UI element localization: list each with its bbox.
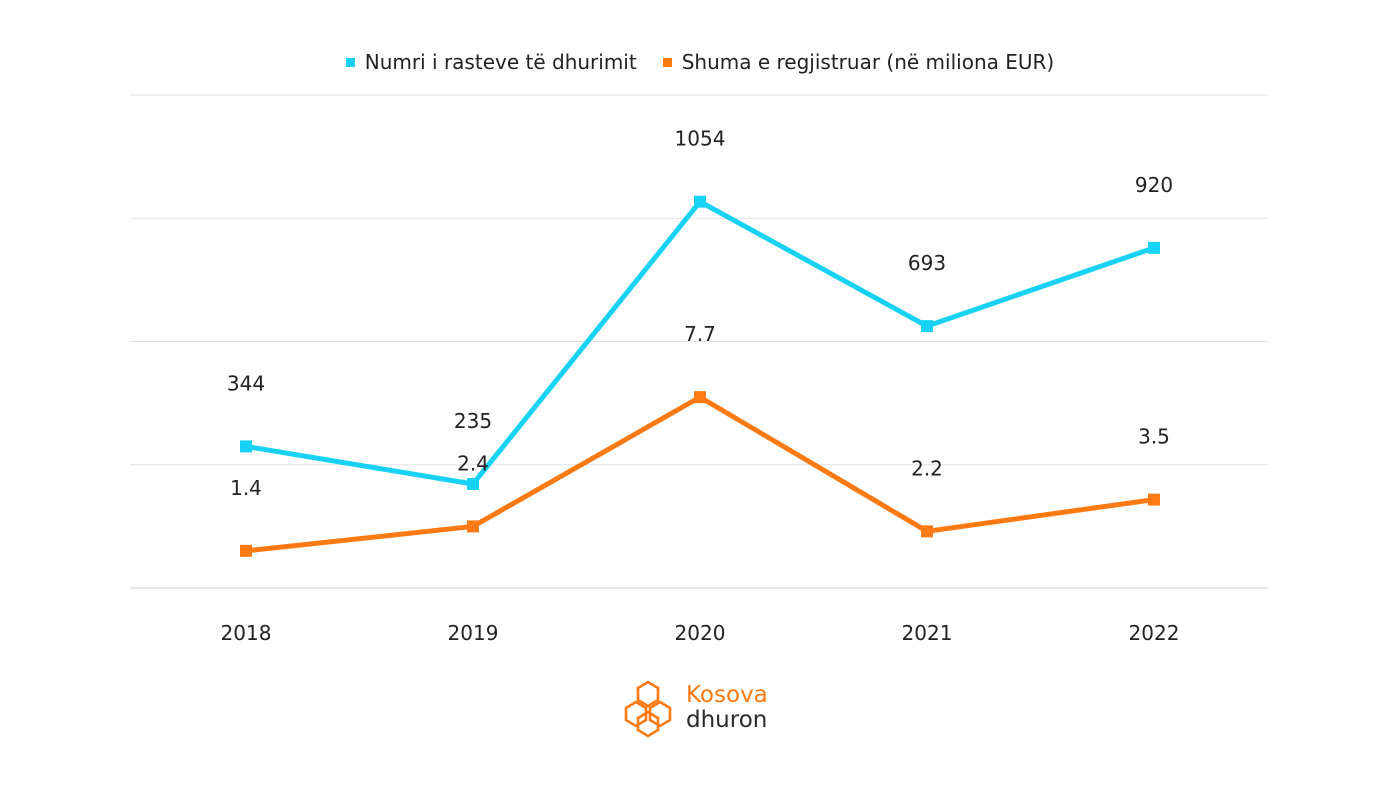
chart-legend: Numri i rasteve të dhurimit Shuma e regj… [0, 50, 1400, 74]
data-point [694, 391, 706, 404]
data-point [1148, 241, 1160, 254]
data-point [921, 525, 933, 538]
legend-label-registered-amount: Shuma e regjistruar (në miliona EUR) [681, 50, 1055, 74]
data-label: 1054 [675, 127, 726, 151]
data-point [240, 440, 252, 453]
data-label: 344 [227, 371, 265, 395]
data-label: 7.7 [684, 322, 716, 346]
x-tick-label: 2018 [221, 621, 272, 645]
logo-text-kosova: Kosova [686, 682, 768, 708]
data-label: 920 [1135, 173, 1173, 197]
data-point [1148, 493, 1160, 506]
hexagon-cluster-icon [624, 680, 672, 738]
data-label: 3.5 [1138, 425, 1170, 449]
legend-item-donation-cases: Numri i rasteve të dhurimit [345, 50, 637, 74]
data-point [467, 520, 479, 533]
data-label: 2.4 [457, 451, 489, 475]
data-point [240, 544, 252, 557]
legend-item-registered-amount: Shuma e regjistruar (në miliona EUR) [662, 50, 1055, 74]
legend-swatch-donation-cases [345, 57, 355, 67]
kosova-dhuron-logo: Kosova dhuron [618, 678, 768, 738]
data-point [694, 195, 706, 208]
x-tick-label: 2022 [1129, 621, 1180, 645]
data-label: 235 [454, 409, 492, 433]
x-tick-label: 2020 [675, 621, 726, 645]
logo-text-dhuron: dhuron [686, 707, 768, 733]
x-tick-label: 2021 [902, 621, 953, 645]
x-tick-label: 2019 [448, 621, 499, 645]
legend-label-donation-cases: Numri i rasteve të dhurimit [364, 50, 637, 74]
series-line [245, 394, 1155, 554]
data-point [921, 320, 933, 333]
legend-swatch-registered-amount [662, 57, 672, 67]
data-label: 2.2 [911, 456, 943, 480]
data-label: 693 [908, 251, 946, 275]
data-label: 1.4 [230, 476, 262, 500]
data-point [467, 477, 479, 490]
